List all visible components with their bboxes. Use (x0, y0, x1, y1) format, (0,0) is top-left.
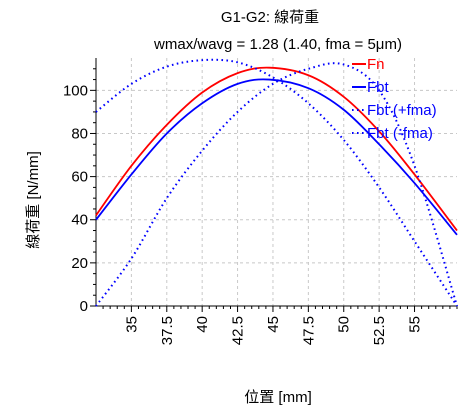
y-tick-label: 20 (71, 255, 88, 272)
y-tick-label: 0 (80, 298, 88, 315)
series-line-1 (95, 78, 458, 236)
legend-label: Fbt (+fma) (367, 102, 437, 119)
x-tick-label: 52.5 (371, 316, 388, 345)
x-tick-label: 40 (194, 316, 211, 333)
series-line-2 (95, 58, 458, 307)
axes: 35 37.5 40 42.5 45 47.5 50 52.5 55 0 20 40 60 80 100 (63, 58, 458, 345)
x-axis-label: 位置 [mm] (244, 389, 312, 406)
series-layer (95, 58, 458, 307)
x-tick-label: 50 (336, 316, 353, 333)
x-tick-label: 47.5 (300, 316, 317, 345)
legend-label: Fbt (367, 79, 390, 96)
x-tick-label: 45 (265, 316, 282, 333)
x-tick-label: 42.5 (230, 316, 247, 345)
series-line-3 (95, 62, 458, 307)
chart-title: G1-G2: 線荷重 (221, 9, 319, 26)
y-axis-label: 線荷重 [N/mm] (25, 151, 42, 249)
y-tick-label: 100 (63, 82, 88, 99)
legend-label: Fbt (-fma) (367, 125, 433, 142)
y-tick-label: 80 (71, 125, 88, 142)
legend-label: Fn (367, 56, 385, 73)
chart-subtitle: wmax/wavg = 1.28 (1.40, fma = 5μm) (153, 36, 402, 53)
legend: Fn Fbt Fbt (+fma) Fbt (-fma) (352, 56, 437, 142)
y-tick-label: 60 (71, 169, 88, 186)
x-tick-label: 55 (407, 316, 424, 333)
grid (96, 58, 457, 307)
series-line-0 (95, 66, 458, 232)
x-tick-label: 35 (123, 316, 140, 333)
y-tick-label: 40 (71, 212, 88, 229)
x-tick-label: 37.5 (159, 316, 176, 345)
